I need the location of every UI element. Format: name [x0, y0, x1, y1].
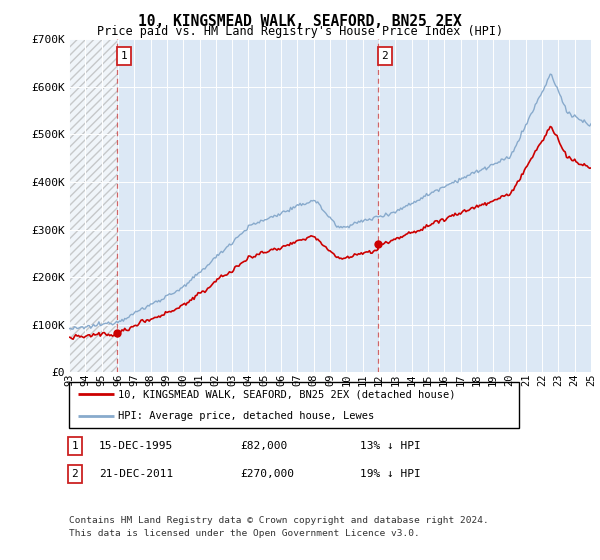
Text: HPI: Average price, detached house, Lewes: HPI: Average price, detached house, Lewe… — [119, 412, 375, 422]
Text: Price paid vs. HM Land Registry's House Price Index (HPI): Price paid vs. HM Land Registry's House … — [97, 25, 503, 38]
Text: 2: 2 — [71, 469, 79, 479]
Text: 10, KINGSMEAD WALK, SEAFORD, BN25 2EX (detached house): 10, KINGSMEAD WALK, SEAFORD, BN25 2EX (d… — [119, 389, 456, 399]
Text: This data is licensed under the Open Government Licence v3.0.: This data is licensed under the Open Gov… — [69, 529, 420, 538]
Text: £270,000: £270,000 — [240, 469, 294, 479]
Text: 1: 1 — [121, 51, 127, 61]
Text: 2: 2 — [382, 51, 388, 61]
Bar — [69, 39, 117, 372]
Text: Contains HM Land Registry data © Crown copyright and database right 2024.: Contains HM Land Registry data © Crown c… — [69, 516, 489, 525]
Text: £82,000: £82,000 — [240, 441, 287, 451]
Text: 21-DEC-2011: 21-DEC-2011 — [99, 469, 173, 479]
Text: 19% ↓ HPI: 19% ↓ HPI — [360, 469, 421, 479]
Text: 10, KINGSMEAD WALK, SEAFORD, BN25 2EX: 10, KINGSMEAD WALK, SEAFORD, BN25 2EX — [138, 14, 462, 29]
Text: 1: 1 — [71, 441, 79, 451]
Text: 15-DEC-1995: 15-DEC-1995 — [99, 441, 173, 451]
Text: 13% ↓ HPI: 13% ↓ HPI — [360, 441, 421, 451]
